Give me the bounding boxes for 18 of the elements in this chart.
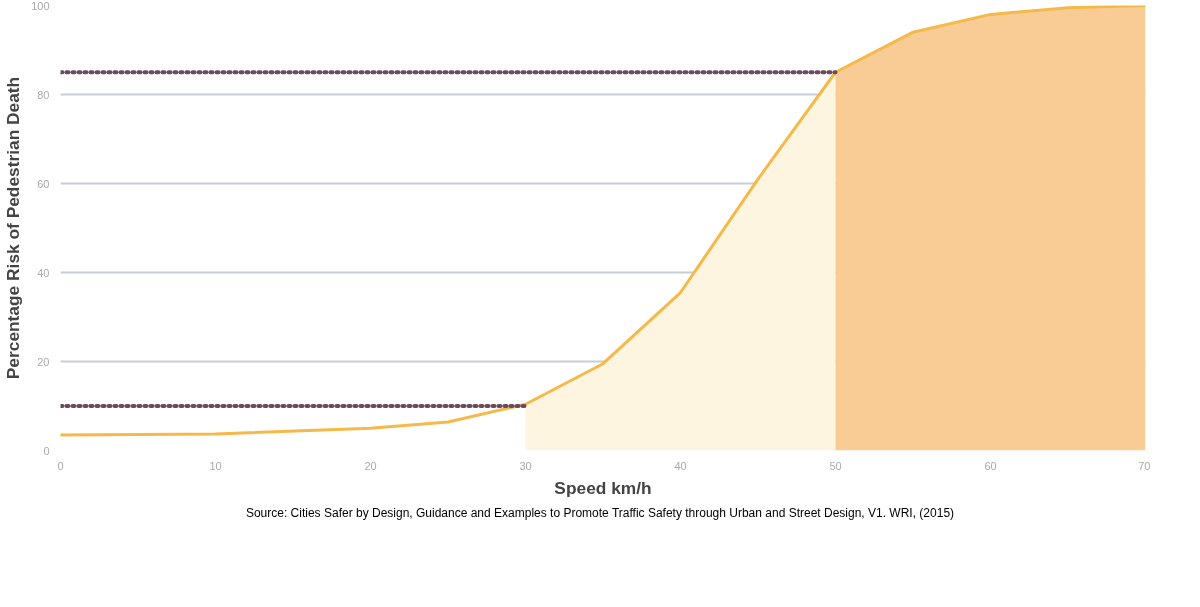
- y-tick-label: 100: [31, 0, 50, 12]
- x-tick-label: 50: [829, 459, 842, 472]
- source-note: Source: Cities Safer by Design, Guidance and Examples to Promote Traffic Safety through Urban and Street Design, V1. WRI, (2015): [245, 505, 955, 522]
- line-series: [60, 5, 1146, 437]
- y-tick-label: 40: [37, 266, 50, 279]
- y-tick-label: 80: [37, 88, 50, 101]
- x-tick-label: 10: [209, 459, 222, 472]
- y-tick-label: 20: [37, 355, 50, 368]
- x-tick-label: 30: [519, 459, 532, 472]
- x-tick-label: 0: [57, 459, 64, 472]
- x-tick-label: 20: [364, 459, 377, 472]
- x-axis-title: Speed km/h: [554, 477, 652, 498]
- y-tick-label: 0: [43, 444, 50, 457]
- x-tick-label: 40: [674, 459, 687, 472]
- y-tick-label: 60: [37, 177, 50, 190]
- x-tick-label: 60: [984, 459, 997, 472]
- y-axis-title: Percentage Risk of Pedestrian Death: [3, 76, 24, 380]
- x-tick-label: 70: [1138, 459, 1151, 472]
